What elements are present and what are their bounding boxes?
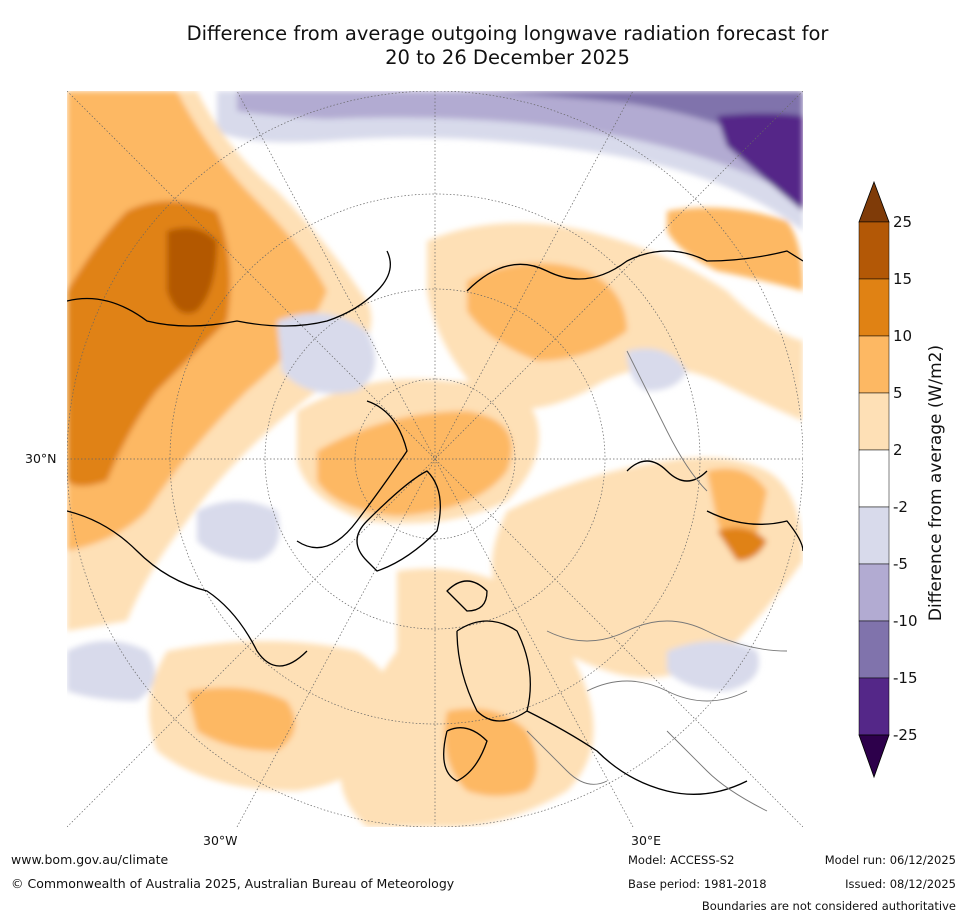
footer-model: Model: ACCESS-S2 (628, 853, 735, 867)
footer-website[interactable]: www.bom.gov.au/climate (11, 852, 169, 867)
colorbar-tick-label: 5 (893, 384, 903, 402)
forecast-map (67, 91, 803, 827)
colorbar-tick-label: 2 (893, 441, 903, 459)
latitude-circle-45n (169, 193, 701, 725)
coast-british-isles (443, 727, 488, 782)
colorbar-bin (858, 278, 890, 337)
border-central-asia (586, 680, 748, 702)
border-china-north (626, 350, 708, 492)
colorbar-tick-label: -5 (893, 555, 908, 573)
coast-europe-mediterranean (526, 710, 748, 795)
footer-model-run: Model run: 06/12/2025 (824, 853, 956, 867)
coast-north-america-north (67, 250, 391, 327)
colorbar-bin (858, 563, 890, 622)
footer-issued: Issued: 08/12/2025 (845, 877, 956, 891)
label-30w: 30°W (203, 833, 238, 848)
colorbar-extend-bottom (858, 734, 890, 779)
colorbar-tick-label: -10 (893, 612, 918, 630)
colorbar-tick-label: -2 (893, 498, 908, 516)
colorbar (856, 180, 896, 782)
colorbar-bin (858, 221, 890, 280)
coastlines (67, 250, 803, 795)
latitude-circle-60n (264, 288, 606, 630)
colorbar-graphic (858, 180, 890, 779)
label-30n: 30°N (25, 451, 57, 466)
colorbar-tick-label: 10 (893, 327, 913, 345)
country-borders (526, 350, 788, 812)
coast-iceland (446, 580, 488, 612)
colorbar-tick-label: -25 (893, 726, 918, 744)
coast-labrador (296, 400, 408, 549)
colorbar-bin (858, 335, 890, 394)
border-middle-east (666, 730, 768, 812)
graticule (67, 91, 803, 827)
coast-japan (706, 510, 803, 552)
colorbar-tick-label: -15 (893, 669, 918, 687)
label-30e: 30°E (631, 833, 662, 848)
coast-scandinavia (456, 620, 531, 722)
colorbar-bin (858, 449, 890, 508)
coast-north-america-east (67, 510, 308, 667)
footer-disclaimer: Boundaries are not considered authoritat… (701, 899, 956, 913)
chart-title: Difference from average outgoing longwav… (60, 22, 955, 70)
border-russia-south (546, 620, 788, 652)
coast-greenland (356, 470, 441, 572)
colorbar-extend-top (858, 180, 890, 223)
colorbar-bin (858, 620, 890, 679)
colorbar-label: Difference from average (W/m2) (926, 344, 946, 622)
colorbar-tick-label: 15 (893, 270, 913, 288)
colorbar-bin (858, 392, 890, 451)
footer-copyright: © Commonwealth of Australia 2025, Austra… (11, 876, 455, 891)
meridian-30e (236, 91, 634, 827)
title-line-1: Difference from average outgoing longwav… (186, 22, 829, 45)
colorbar-bin (858, 506, 890, 565)
coast-siberia-arctic (466, 250, 803, 292)
border-eastern-europe (526, 730, 608, 785)
coast-okhotsk (626, 460, 708, 482)
footer-base-period: Base period: 1981-2018 (628, 877, 767, 891)
anomaly-fields (67, 91, 803, 827)
colorbar-tick-label: 25 (893, 213, 913, 231)
colorbar-bin (858, 677, 890, 736)
title-line-2: 20 to 26 December 2025 (385, 46, 630, 69)
